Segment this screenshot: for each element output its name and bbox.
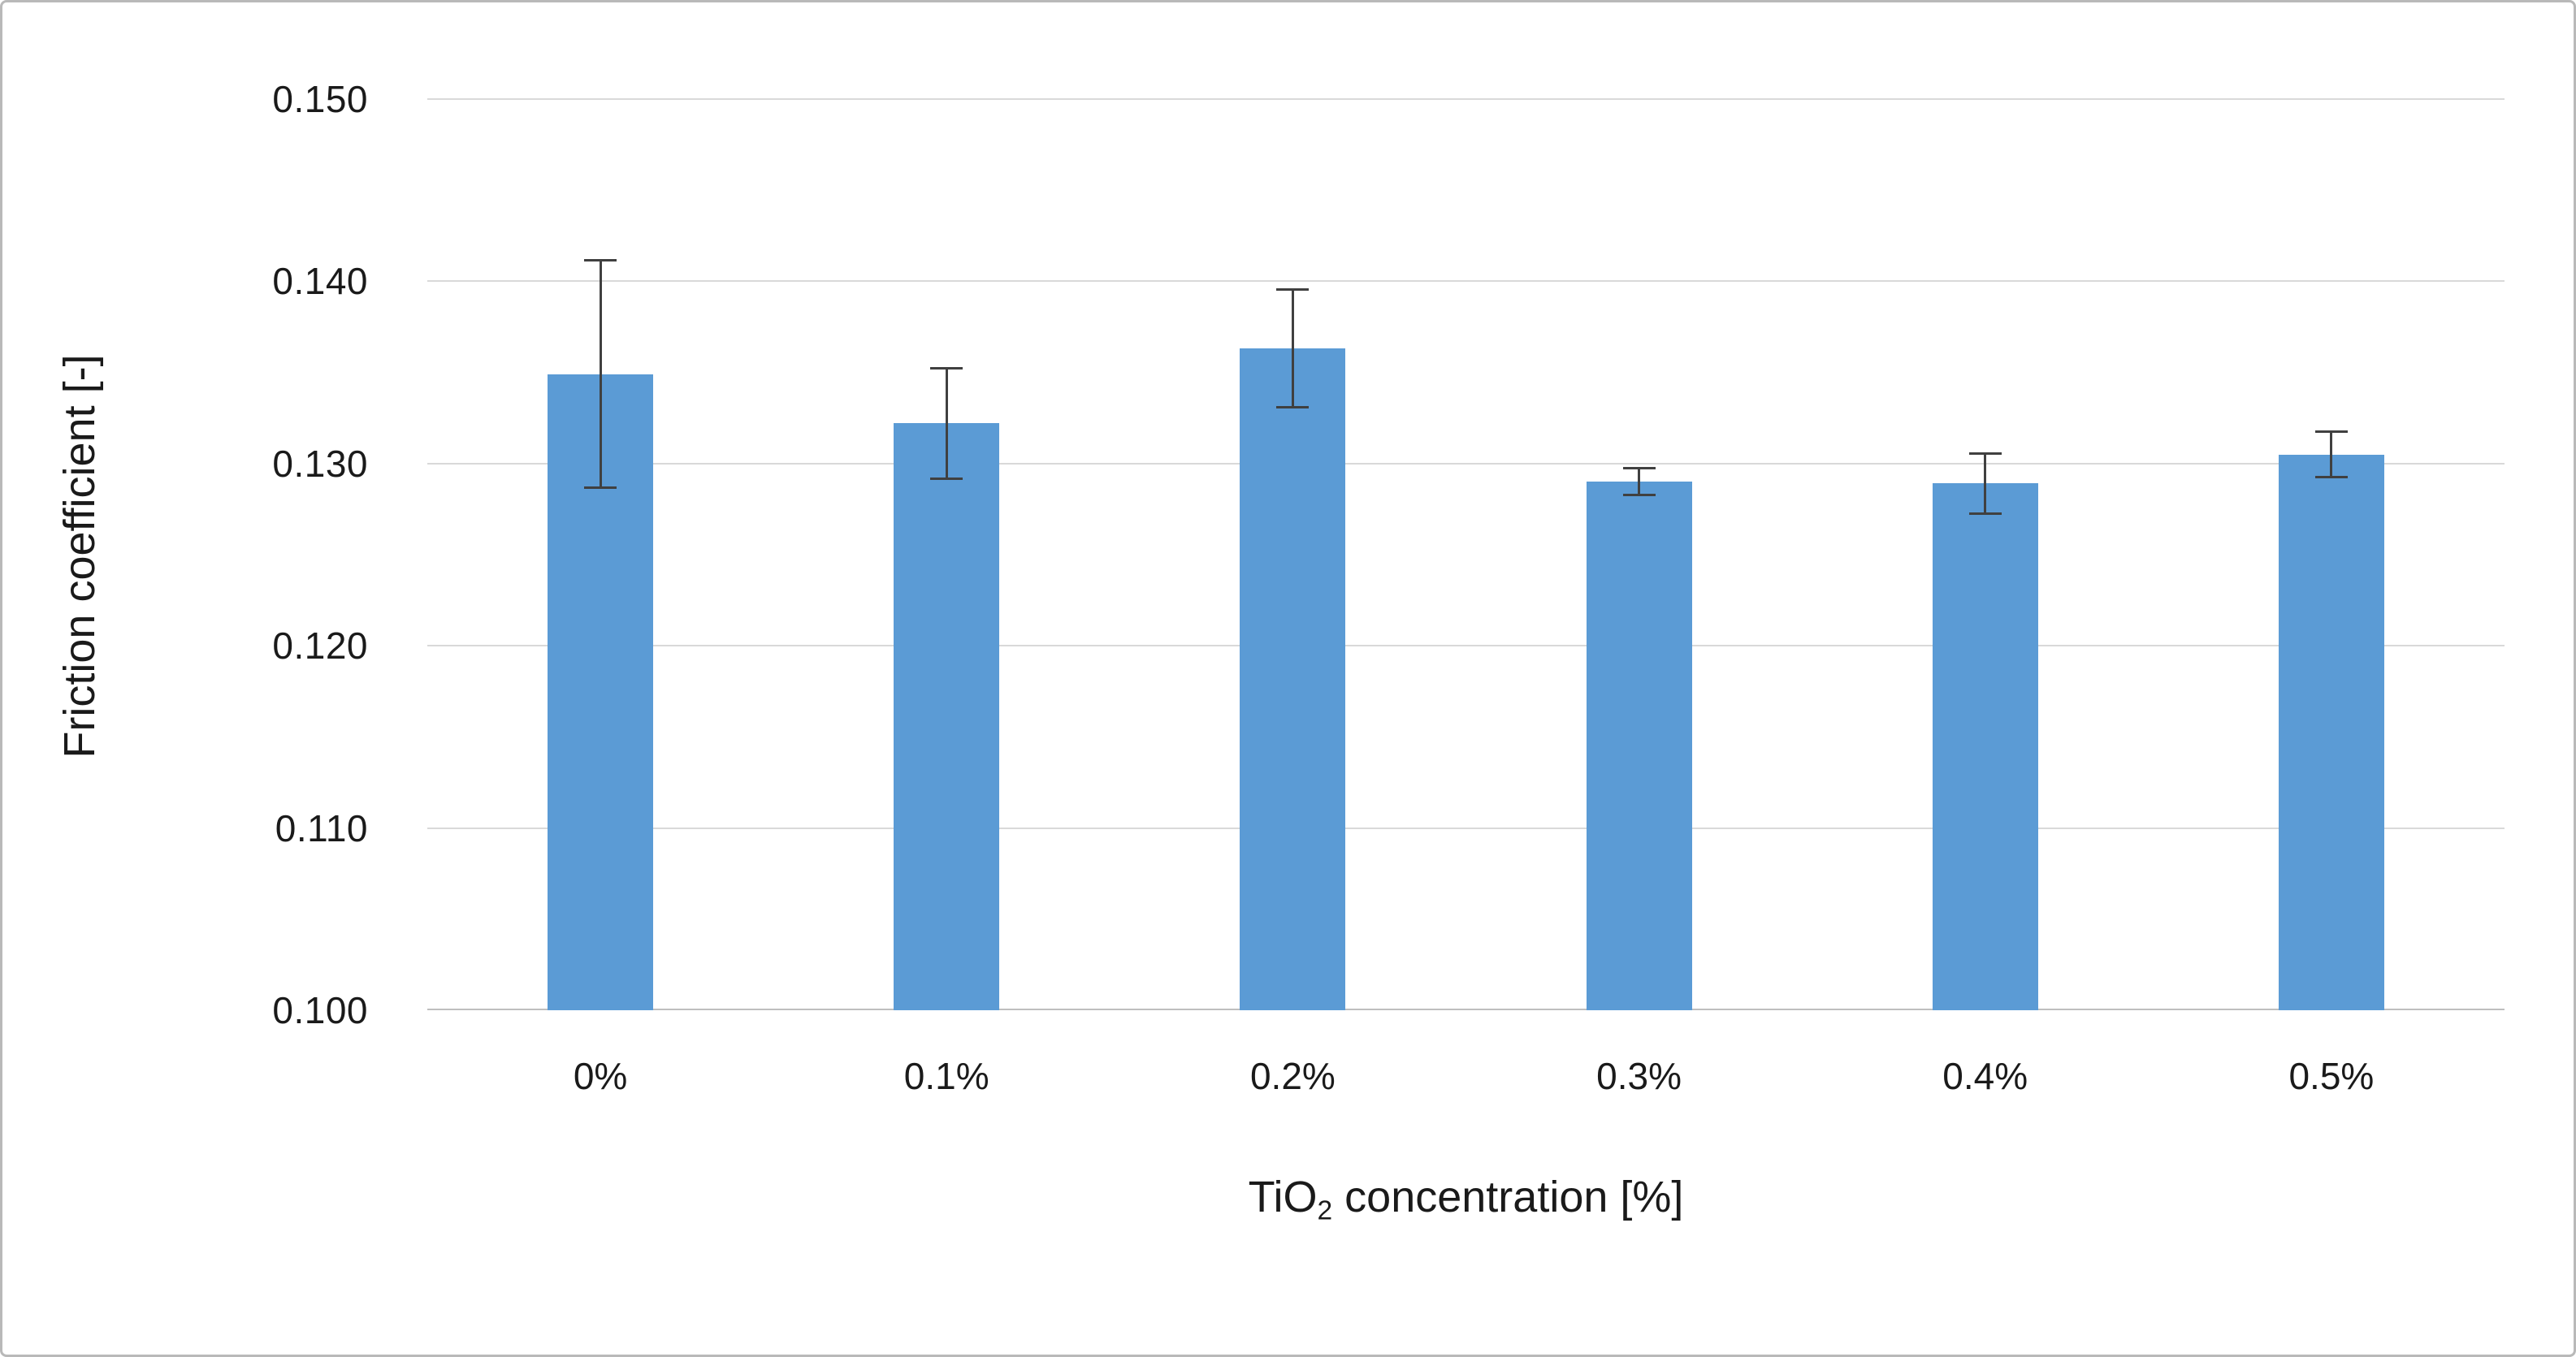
bar-slot [427, 99, 773, 1010]
bar-0.3% [1586, 482, 1692, 1010]
error-bar-0.5% [2314, 430, 2348, 478]
y-tick-label: 0.150 [272, 78, 368, 120]
bar-slot [2158, 99, 2505, 1010]
error-bar-line [945, 366, 948, 480]
error-bar-line [1291, 288, 1294, 409]
x-tick-label: 0.4% [1942, 1055, 2028, 1097]
error-bar-line [2330, 430, 2333, 478]
x-tick-label: 0.3% [1596, 1055, 1682, 1097]
error-bar-cap-bottom [930, 478, 963, 480]
error-bar-0.2% [1276, 288, 1310, 409]
error-bar-0.4% [1968, 452, 2002, 515]
y-axis-title: Friction coefficient [-] [55, 354, 104, 758]
bar-0.5% [2278, 454, 2384, 1010]
x-tick-label: 0.2% [1249, 1055, 1336, 1097]
x-axis-title-subscript: 2 [1317, 1195, 1333, 1226]
error-bar-line [1638, 467, 1641, 497]
bar-slot [773, 99, 1119, 1010]
bar-slot [1466, 99, 1812, 1010]
error-bar-0.3% [1622, 467, 1656, 497]
x-axis-title-suffix: concentration [%] [1332, 1173, 1684, 1221]
error-bar-0.1% [930, 366, 963, 480]
y-tick-label: 0.140 [272, 260, 368, 303]
x-axis-title: TiO2 concentration [%] [427, 1172, 2505, 1226]
x-tick-label: 0.1% [903, 1055, 989, 1097]
bar-0.1% [894, 423, 1000, 1010]
x-axis-labels: 0% 0.1% 0.2% 0.3% 0.4% 0.5% [427, 1054, 2505, 1106]
bar-0.2% [1240, 348, 1346, 1010]
gridline [427, 280, 2505, 283]
gridline [427, 645, 2505, 647]
y-axis-ticks: 0.150 0.140 0.130 0.120 0.110 0.100 [157, 78, 368, 1031]
error-bar-line [599, 259, 602, 490]
error-bar-cap-bottom [2314, 475, 2348, 478]
error-bar-0% [584, 259, 617, 490]
x-tick-label: 0% [573, 1055, 628, 1097]
gridline [427, 827, 2505, 829]
error-bar-cap-bottom [584, 486, 617, 490]
bar-0.4% [1932, 483, 2038, 1010]
y-tick-label: 0.130 [272, 442, 368, 485]
y-tick-label: 0.110 [275, 806, 368, 849]
plot-area [427, 98, 2505, 1010]
gridline [427, 98, 2505, 100]
error-bar-cap-bottom [1622, 494, 1656, 497]
error-bar-cap-bottom [1276, 406, 1310, 409]
gridline [427, 462, 2505, 465]
bar-slot [1119, 99, 1466, 1010]
x-axis-line [427, 1009, 2505, 1010]
y-tick-label: 0.100 [272, 989, 368, 1031]
error-bar-cap-bottom [1968, 512, 2002, 515]
y-tick-label: 0.120 [272, 624, 368, 668]
x-tick-label: 0.5% [2288, 1055, 2375, 1097]
x-axis-title-prefix: TiO [1248, 1173, 1318, 1221]
bar-slot [1812, 99, 2158, 1010]
error-bar-line [1984, 452, 1987, 515]
